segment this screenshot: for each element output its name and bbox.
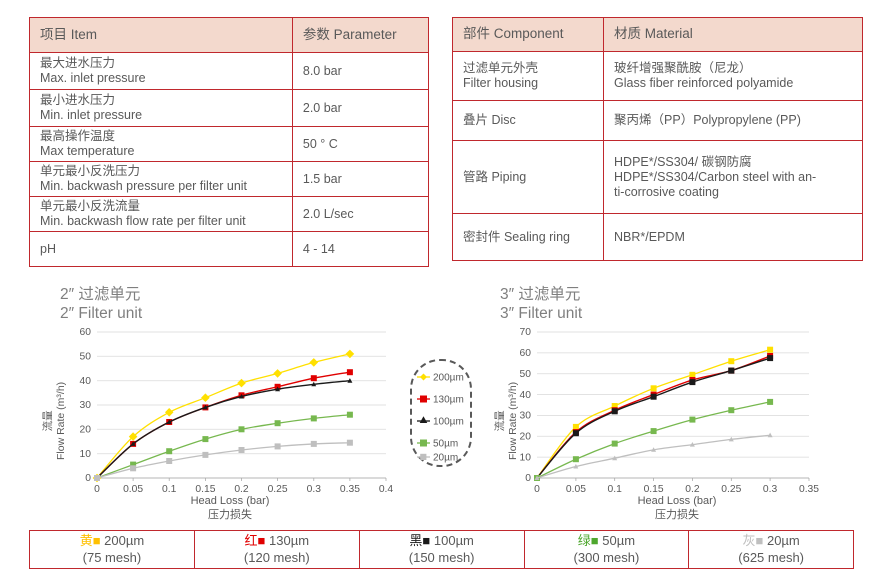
svg-text:60: 60 (80, 327, 92, 338)
svg-text:0: 0 (525, 473, 531, 484)
svg-text:0.1: 0.1 (162, 484, 177, 495)
svg-text:20: 20 (520, 432, 532, 443)
svg-text:0: 0 (94, 484, 100, 495)
svg-text:30: 30 (80, 400, 92, 411)
svg-text:20µm: 20µm (433, 452, 458, 463)
svg-text:0: 0 (85, 473, 91, 484)
svg-text:50µm: 50µm (433, 438, 458, 449)
svg-text:60: 60 (520, 348, 532, 359)
svg-text:100µm: 100µm (433, 416, 464, 427)
svg-text:0.15: 0.15 (644, 484, 664, 495)
svg-text:200µm: 200µm (433, 372, 464, 383)
svg-text:10: 10 (80, 449, 92, 460)
svg-text:0.3: 0.3 (307, 484, 322, 495)
svg-text:0.1: 0.1 (608, 484, 623, 495)
svg-text:0.2: 0.2 (685, 484, 700, 495)
svg-text:0.35: 0.35 (799, 484, 819, 495)
svg-text:130µm: 130µm (433, 394, 464, 405)
svg-text:0.3: 0.3 (763, 484, 778, 495)
svg-text:40: 40 (520, 390, 532, 401)
svg-text:10: 10 (520, 452, 532, 463)
svg-text:0.2: 0.2 (234, 484, 249, 495)
svg-text:70: 70 (520, 327, 532, 338)
svg-text:0: 0 (534, 484, 540, 495)
svg-text:0.05: 0.05 (123, 484, 143, 495)
svg-text:0.15: 0.15 (195, 484, 215, 495)
svg-text:0.4: 0.4 (379, 484, 394, 495)
svg-text:0.25: 0.25 (268, 484, 288, 495)
svg-text:0.25: 0.25 (721, 484, 741, 495)
svg-text:40: 40 (80, 376, 92, 387)
svg-text:0.05: 0.05 (566, 484, 586, 495)
svg-text:50: 50 (520, 369, 532, 380)
svg-text:50: 50 (80, 352, 92, 363)
svg-text:0.35: 0.35 (340, 484, 360, 495)
svg-text:30: 30 (520, 411, 532, 422)
svg-text:20: 20 (80, 425, 92, 436)
